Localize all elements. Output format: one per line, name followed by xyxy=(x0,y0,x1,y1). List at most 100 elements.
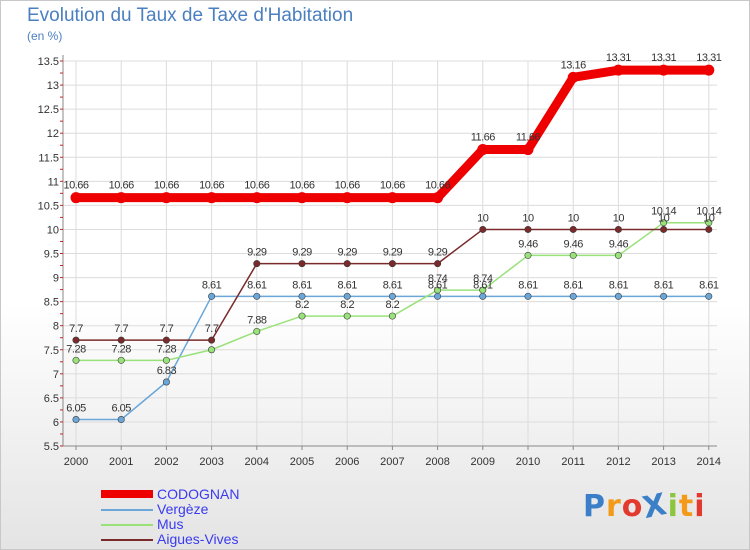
x-tick-label: 2002 xyxy=(154,456,178,468)
data-point xyxy=(660,292,668,300)
data-point xyxy=(569,292,577,300)
legend-swatch-vergeze xyxy=(101,509,153,511)
data-label: 7.28 xyxy=(111,343,131,355)
data-point xyxy=(658,64,670,76)
data-label: 8.61 xyxy=(609,279,629,291)
data-point xyxy=(524,292,532,300)
x-tick-label: 2013 xyxy=(651,456,675,468)
data-point xyxy=(388,312,396,320)
data-point xyxy=(117,416,125,424)
data-label: 8.74 xyxy=(473,273,493,285)
y-tick-label: 12.5 xyxy=(38,104,59,116)
data-label: 7.88 xyxy=(247,314,267,326)
data-point xyxy=(432,192,444,204)
y-tick-label: 6 xyxy=(53,417,59,429)
data-point xyxy=(341,192,353,204)
data-point xyxy=(72,356,80,364)
logo-letter: o xyxy=(621,489,644,524)
data-label: 8.61 xyxy=(428,279,448,291)
data-point xyxy=(162,336,170,344)
x-tick-label: 2010 xyxy=(516,456,540,468)
y-tick-label: 12 xyxy=(47,128,59,140)
data-label: 10.66 xyxy=(63,180,88,192)
data-point xyxy=(705,225,713,233)
data-point xyxy=(251,192,263,204)
data-point xyxy=(343,292,351,300)
data-point xyxy=(298,312,306,320)
data-label: 10.66 xyxy=(335,180,360,192)
data-label: 10.14 xyxy=(651,206,676,218)
data-label: 7.7 xyxy=(205,323,219,335)
y-tick-label: 5.5 xyxy=(44,441,59,453)
data-label: 8.61 xyxy=(383,279,403,291)
data-label: 6.05 xyxy=(66,403,86,415)
y-tick-label: 7 xyxy=(53,369,59,381)
x-tick-label: 2001 xyxy=(109,456,133,468)
data-point xyxy=(479,225,487,233)
data-point xyxy=(524,225,532,233)
data-point xyxy=(479,292,487,300)
data-point xyxy=(569,225,577,233)
data-point xyxy=(72,416,80,424)
data-label: 10.14 xyxy=(696,206,721,218)
data-point xyxy=(343,312,351,320)
data-label: 8.2 xyxy=(295,299,309,311)
data-point xyxy=(660,225,668,233)
x-tick-label: 2012 xyxy=(606,456,630,468)
legend-label-vergeze: Vergèze xyxy=(157,501,209,517)
data-point xyxy=(160,192,172,204)
data-point xyxy=(569,251,577,259)
y-tick-label: 13.5 xyxy=(38,56,59,68)
x-tick-label: 2014 xyxy=(697,456,721,468)
y-tick-label: 13 xyxy=(47,80,59,92)
data-label: 7.28 xyxy=(157,343,177,355)
data-point xyxy=(614,251,622,259)
axes: 5.5 6 6.5 7 7.5 8 8.5 9 9.5 10 10.5 11 11.5 12 12.5 13 1… xyxy=(38,55,721,468)
data-point xyxy=(253,260,261,268)
data-label: 6.83 xyxy=(157,365,177,377)
legend-swatch-mus xyxy=(101,524,153,526)
data-label: 10 xyxy=(522,212,534,224)
x-tick-label: 2007 xyxy=(380,456,404,468)
data-label: 11.66 xyxy=(516,132,541,144)
data-label: 10.66 xyxy=(109,180,134,192)
data-label: 7.7 xyxy=(69,323,83,335)
x-tick-label: 2009 xyxy=(471,456,495,468)
data-point xyxy=(522,144,534,156)
y-tick-label: 9.5 xyxy=(44,249,59,261)
data-label: 7.28 xyxy=(66,343,86,355)
data-label: 8.61 xyxy=(473,279,493,291)
data-label: 10 xyxy=(477,212,489,224)
unit-label: (en %) xyxy=(27,29,63,43)
data-point xyxy=(434,260,442,268)
x-tick-label: 2003 xyxy=(199,456,223,468)
data-point xyxy=(70,192,82,204)
logo-letter: i xyxy=(667,489,679,524)
data-label: 7.7 xyxy=(160,323,174,335)
data-label: 10.66 xyxy=(244,180,269,192)
data-point xyxy=(614,225,622,233)
data-point xyxy=(298,292,306,300)
data-point xyxy=(434,286,442,294)
data-point xyxy=(705,219,713,227)
data-label: 8.61 xyxy=(202,279,222,291)
logo-letter: t xyxy=(678,489,695,524)
data-label: 10.66 xyxy=(380,180,405,192)
legend-label-mus: Mus xyxy=(157,516,184,532)
data-point xyxy=(115,192,127,204)
data-point xyxy=(614,292,622,300)
x-tick-label: 2008 xyxy=(425,456,449,468)
data-label: 8.61 xyxy=(292,279,312,291)
data-point xyxy=(388,292,396,300)
y-tick-label: 8.5 xyxy=(44,297,59,309)
data-label: 8.74 xyxy=(428,273,448,285)
data-label: 8.61 xyxy=(563,279,583,291)
y-tick-label: 8 xyxy=(53,321,59,333)
data-point xyxy=(343,260,351,268)
x-tick-label: 2006 xyxy=(335,456,359,468)
legend-swatch-aigues-vives xyxy=(101,539,153,541)
y-tick-label: 11 xyxy=(48,176,59,188)
logo-letter: P xyxy=(583,489,606,524)
